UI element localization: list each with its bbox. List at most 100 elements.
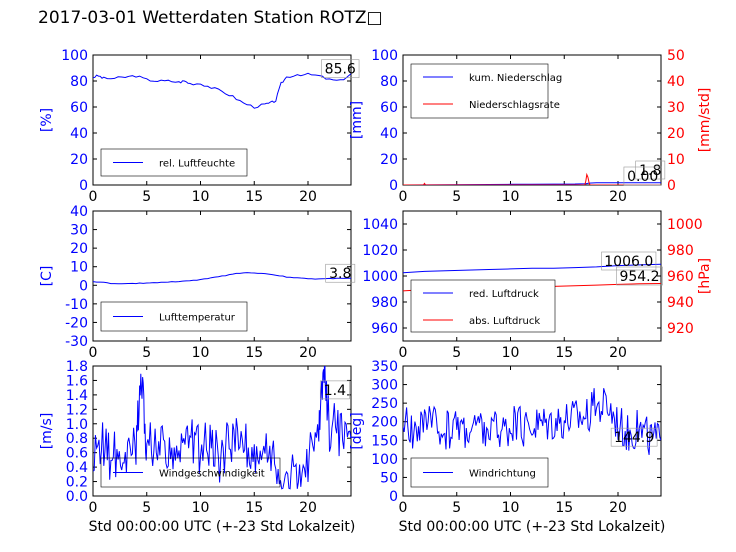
legend-entry: Lufttemperatur bbox=[159, 313, 236, 324]
value-annotation-box bbox=[321, 59, 360, 79]
x-tick-label: 20 bbox=[299, 500, 317, 516]
value-annotation: 1006.0 bbox=[604, 254, 653, 270]
figure-title: 2017-03-01 Wetterdaten Station ROTZ□ bbox=[38, 8, 383, 28]
y-tick-label: 200 bbox=[371, 415, 398, 431]
x-tick-label: 15 bbox=[555, 500, 573, 516]
legend-entry: Windrichtung bbox=[469, 469, 536, 480]
legend-box bbox=[410, 279, 556, 333]
series-line-rel-luftfeuchte bbox=[93, 72, 351, 109]
y-tick-label: 20 bbox=[70, 241, 88, 257]
y-tick-label: 10 bbox=[70, 260, 88, 276]
y-axis-label: [deg] bbox=[349, 412, 365, 449]
x-tick-label: 0 bbox=[399, 500, 408, 516]
x-tick-label: 5 bbox=[452, 500, 461, 516]
x-tick-label: 20 bbox=[609, 500, 627, 516]
y-tick-label: 80 bbox=[70, 74, 88, 90]
x-tick-label: 0 bbox=[399, 189, 408, 205]
y-tick-label: 0.8 bbox=[66, 431, 88, 447]
x-tick-label: 20 bbox=[299, 345, 317, 361]
y-axis-label: [m/s] bbox=[39, 413, 55, 450]
y2-tick-label: 20 bbox=[667, 126, 685, 142]
x-tick-label: 0 bbox=[89, 500, 98, 516]
x-tick-label: 15 bbox=[555, 345, 573, 361]
series-line-red-luftdruck bbox=[403, 263, 661, 274]
y-tick-label: 0 bbox=[389, 489, 398, 505]
y-tick-label: 0 bbox=[389, 178, 398, 194]
legend-entry: kum. Niederschlag bbox=[469, 73, 562, 84]
y-tick-label: 1000 bbox=[362, 269, 398, 285]
y-tick-label: 0 bbox=[79, 178, 88, 194]
y-tick-label: 1.6 bbox=[66, 373, 88, 389]
y-tick-label: 1.4 bbox=[66, 388, 88, 404]
x-tick-label: 20 bbox=[299, 189, 317, 205]
series-line-lufttemperatur bbox=[93, 272, 351, 285]
y-tick-label: 1.0 bbox=[66, 417, 88, 433]
x-tick-label: 5 bbox=[142, 189, 151, 205]
y-tick-label: 100 bbox=[61, 48, 88, 64]
x-tick-label: 5 bbox=[452, 345, 461, 361]
y-tick-label: 1.2 bbox=[66, 402, 88, 418]
x-axis-label: Std 00:00:00 UTC (+-23 Std Lokalzeit) bbox=[399, 519, 666, 535]
series-line-niederschlagsrate bbox=[403, 172, 661, 185]
y2-axis-label: [hPa] bbox=[697, 258, 713, 294]
y2-tick-label: 0 bbox=[667, 178, 676, 194]
value-annotation: 3.8 bbox=[329, 266, 351, 282]
y-tick-label: 0.0 bbox=[66, 489, 88, 505]
y-tick-label: 40 bbox=[70, 204, 88, 220]
value-annotation-box bbox=[616, 266, 663, 286]
x-tick-label: 15 bbox=[245, 189, 263, 205]
chart-precipitation: 0 5 10 15 20 0 20 40 60 80 100 0 10 20 30 40 50 [mm] [mm/s… bbox=[349, 48, 713, 205]
y-tick-label: 1.8 bbox=[66, 359, 88, 375]
value-annotation-box bbox=[623, 166, 662, 186]
y-tick-label: 1020 bbox=[362, 243, 398, 259]
y2-tick-label: 940 bbox=[667, 295, 694, 311]
y-axis-label: [C] bbox=[39, 266, 55, 287]
value-annotation-box bbox=[325, 263, 356, 283]
y2-tick-label: 920 bbox=[667, 321, 694, 337]
x-tick-label: 0 bbox=[89, 189, 98, 205]
y2-tick-label: 10 bbox=[667, 152, 685, 168]
value-annotation: 954.2 bbox=[619, 269, 659, 285]
x-tick-label: 0 bbox=[89, 345, 98, 361]
plot-frame bbox=[92, 54, 352, 186]
y-tick-label: 60 bbox=[70, 100, 88, 116]
y-tick-label: 0 bbox=[79, 278, 88, 294]
y-tick-label: -30 bbox=[65, 334, 88, 350]
chart-temperature: 0 5 10 15 20 -30 -20 -10 0 10 20 30 40 [C] 3.8 Lufttemp… bbox=[39, 204, 356, 361]
x-tick-label: 20 bbox=[609, 189, 627, 205]
x-tick-label: 5 bbox=[452, 189, 461, 205]
x-tick-label: 15 bbox=[245, 500, 263, 516]
x-tick-label: 10 bbox=[502, 500, 520, 516]
value-annotation-box bbox=[635, 160, 666, 180]
y-tick-label: 40 bbox=[380, 126, 398, 142]
chart-pressure: 0 5 10 15 20 960 980 1000 1020 1040 920 940 960 980 10… bbox=[362, 210, 713, 361]
series-line-windrichtung bbox=[403, 388, 661, 455]
x-axis-label: Std 00:00:00 UTC (+-23 Std Lokalzeit) bbox=[89, 519, 356, 535]
value-annotation-box bbox=[319, 380, 350, 400]
plot-frame bbox=[92, 365, 352, 497]
y-tick-label: 250 bbox=[371, 396, 398, 412]
y-tick-label: 980 bbox=[371, 295, 398, 311]
y-tick-label: 20 bbox=[70, 152, 88, 168]
y-tick-label: 350 bbox=[371, 359, 398, 375]
y2-tick-label: 960 bbox=[667, 269, 694, 285]
x-tick-label: 10 bbox=[192, 345, 210, 361]
y-tick-label: 50 bbox=[380, 470, 398, 486]
x-tick-label: 15 bbox=[245, 345, 263, 361]
y-tick-label: 100 bbox=[371, 48, 398, 64]
y-tick-label: 0.2 bbox=[66, 475, 88, 491]
x-tick-label: 10 bbox=[502, 189, 520, 205]
x-tick-label: 5 bbox=[142, 345, 151, 361]
value-annotation-box bbox=[601, 251, 657, 271]
value-annotation: 144.9 bbox=[614, 430, 654, 446]
legend-entry: rel. Luftfeuchte bbox=[159, 159, 235, 170]
y-axis-label: [%] bbox=[39, 108, 55, 132]
value-annotation: 1.4 bbox=[324, 383, 346, 399]
y-tick-label: 1040 bbox=[362, 217, 398, 233]
y-tick-label: 100 bbox=[371, 452, 398, 468]
x-tick-label: 5 bbox=[142, 500, 151, 516]
legend-entry: Windgeschwindigkeit bbox=[159, 469, 265, 480]
y-axis-label: [mm] bbox=[349, 101, 365, 139]
